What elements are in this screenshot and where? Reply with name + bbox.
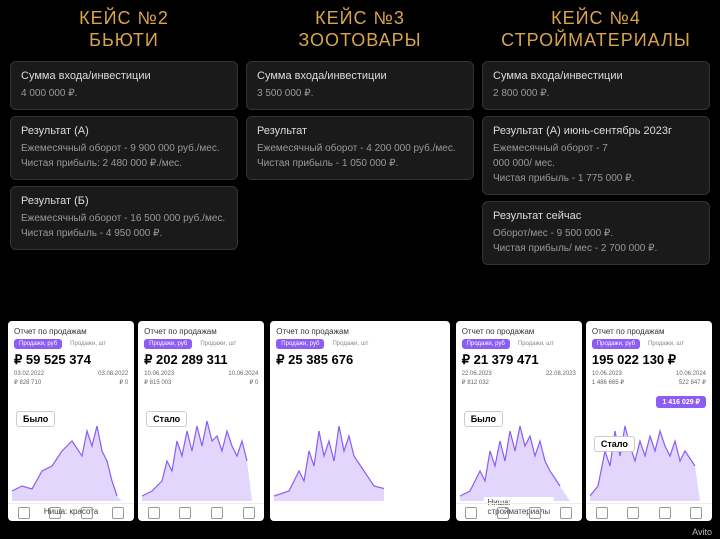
nav-icon[interactable] bbox=[49, 507, 61, 519]
nav-icon[interactable] bbox=[179, 507, 191, 519]
report-nums: ₽ 828 710₽ 0 bbox=[14, 379, 128, 386]
state-tag: Было bbox=[16, 411, 55, 427]
nav-icon[interactable] bbox=[112, 507, 124, 519]
bottom-nav bbox=[138, 503, 264, 519]
sales-chart bbox=[590, 411, 700, 501]
report-nums: ₽ 815 003₽ 0 bbox=[144, 379, 258, 386]
report-amount: ₽ 202 289 311 bbox=[144, 352, 258, 368]
report-tabs: Продажи, рубПродажи, шт bbox=[14, 339, 128, 349]
report-tabs: Продажи, рубПродажи, шт bbox=[462, 339, 576, 349]
report-tabs: Продажи, рубПродажи, шт bbox=[592, 339, 706, 349]
nav-icon[interactable] bbox=[148, 507, 160, 519]
report-title: Отчет по продажам bbox=[144, 327, 258, 336]
state-tag: Стало bbox=[594, 436, 635, 452]
report-dates: 10.06.202310.06.2024 bbox=[144, 371, 258, 377]
case-title: КЕЙС №4СТРОЙМАТЕРИАЛЫ bbox=[482, 8, 710, 51]
report-title: Отчет по продажам bbox=[14, 327, 128, 336]
tab-qty[interactable]: Продажи, шт bbox=[327, 339, 373, 349]
report-amount: ₽ 21 379 471 bbox=[462, 352, 576, 368]
tab-sales[interactable]: Продажи, руб bbox=[462, 339, 510, 349]
tab-sales[interactable]: Продажи, руб bbox=[592, 339, 640, 349]
report-title: Отчет по продажам bbox=[462, 327, 576, 336]
nav-icon[interactable] bbox=[465, 507, 477, 519]
case-card: Сумма входа/инвестиции3 500 000 ₽. bbox=[246, 61, 474, 110]
tab-sales[interactable]: Продажи, руб bbox=[276, 339, 324, 349]
state-tag: Было bbox=[464, 411, 503, 427]
nav-icon[interactable] bbox=[659, 507, 671, 519]
case-card: Результат сейчасОборот/мес - 9 500 000 ₽… bbox=[482, 201, 710, 265]
sales-chart bbox=[274, 411, 384, 501]
report-title: Отчет по продажам bbox=[276, 327, 443, 336]
case-title: КЕЙС №2БЬЮТИ bbox=[10, 8, 238, 51]
report-amount: 195 022 130 ₽ bbox=[592, 352, 706, 368]
case-card: Результат (Б)Ежемесячный оборот - 16 500… bbox=[10, 186, 238, 250]
case-title: КЕЙС №3ЗООТОВАРЫ bbox=[246, 8, 474, 51]
footer-brand: Avito bbox=[692, 527, 712, 537]
tab-qty[interactable]: Продажи, шт bbox=[195, 339, 241, 349]
case-card: РезультатЕжемесячный оборот - 4 200 000 … bbox=[246, 116, 474, 180]
case-card: Сумма входа/инвестиции2 800 000 ₽. bbox=[482, 61, 710, 110]
nav-icon[interactable] bbox=[497, 507, 509, 519]
nav-icon[interactable] bbox=[627, 507, 639, 519]
bottom-nav bbox=[8, 503, 134, 519]
report-dates: 22.06.202322.08.2023 bbox=[462, 371, 576, 377]
sales-report: Отчет по продажам Продажи, рубПродажи, шт… bbox=[586, 321, 712, 521]
tab-qty[interactable]: Продажи, шт bbox=[513, 339, 559, 349]
tab-qty[interactable]: Продажи, шт bbox=[65, 339, 111, 349]
report-nums: 1 486 665 ₽522 847 ₽ bbox=[592, 379, 706, 386]
nav-icon[interactable] bbox=[596, 507, 608, 519]
report-amount: ₽ 59 525 374 bbox=[14, 352, 128, 368]
sales-report: Отчет по продажам Продажи, рубПродажи, шт… bbox=[138, 321, 264, 521]
bottom-nav bbox=[586, 503, 712, 519]
report-dates: 03.02.202203.08.2022 bbox=[14, 371, 128, 377]
case-card: Результат (А)Ежемесячный оборот - 9 900 … bbox=[10, 116, 238, 180]
nav-icon[interactable] bbox=[560, 507, 572, 519]
nav-icon[interactable] bbox=[529, 507, 541, 519]
report-nums: ₽ 812 032 bbox=[462, 379, 576, 386]
case-col-1: КЕЙС №2БЬЮТИ Сумма входа/инвестиции4 000… bbox=[10, 8, 238, 265]
report-tabs: Продажи, рубПродажи, шт bbox=[144, 339, 258, 349]
reports-row: Отчет по продажамПродажи, рубПродажи, шт… bbox=[0, 321, 720, 521]
report-tabs: Продажи, рубПродажи, шт bbox=[276, 339, 443, 349]
report-dates: 10.06.202310.06.2024 bbox=[592, 371, 706, 377]
tab-sales[interactable]: Продажи, руб bbox=[14, 339, 62, 349]
nav-icon[interactable] bbox=[18, 507, 30, 519]
case-card: Сумма входа/инвестиции4 000 000 ₽. bbox=[10, 61, 238, 110]
tab-qty[interactable]: Продажи, шт bbox=[643, 339, 689, 349]
state-tag: Стало bbox=[146, 411, 187, 427]
sales-report: Отчет по продажам Продажи, рубПродажи, шт… bbox=[8, 321, 134, 521]
report-amount: ₽ 25 385 676 bbox=[276, 352, 443, 368]
case-col-2: КЕЙС №3ЗООТОВАРЫ Сумма входа/инвестиции3… bbox=[246, 8, 474, 265]
report-title: Отчет по продажам bbox=[592, 327, 706, 336]
case-card: Результат (А) июнь-сентябрь 2023гЕжемеся… bbox=[482, 116, 710, 195]
cases-row: КЕЙС №2БЬЮТИ Сумма входа/инвестиции4 000… bbox=[0, 0, 720, 273]
bottom-nav bbox=[456, 503, 582, 519]
sales-report: Отчет по продажам Продажи, рубПродажи, шт… bbox=[270, 321, 449, 521]
case-col-3: КЕЙС №4СТРОЙМАТЕРИАЛЫ Сумма входа/инвест… bbox=[482, 8, 710, 265]
nav-icon[interactable] bbox=[243, 507, 255, 519]
nav-icon[interactable] bbox=[81, 507, 93, 519]
value-badge: 1 416 029 ₽ bbox=[656, 396, 706, 408]
tab-sales[interactable]: Продажи, руб bbox=[144, 339, 192, 349]
nav-icon[interactable] bbox=[211, 507, 223, 519]
nav-icon[interactable] bbox=[690, 507, 702, 519]
sales-report: Отчет по продажам Продажи, рубПродажи, шт… bbox=[456, 321, 582, 521]
